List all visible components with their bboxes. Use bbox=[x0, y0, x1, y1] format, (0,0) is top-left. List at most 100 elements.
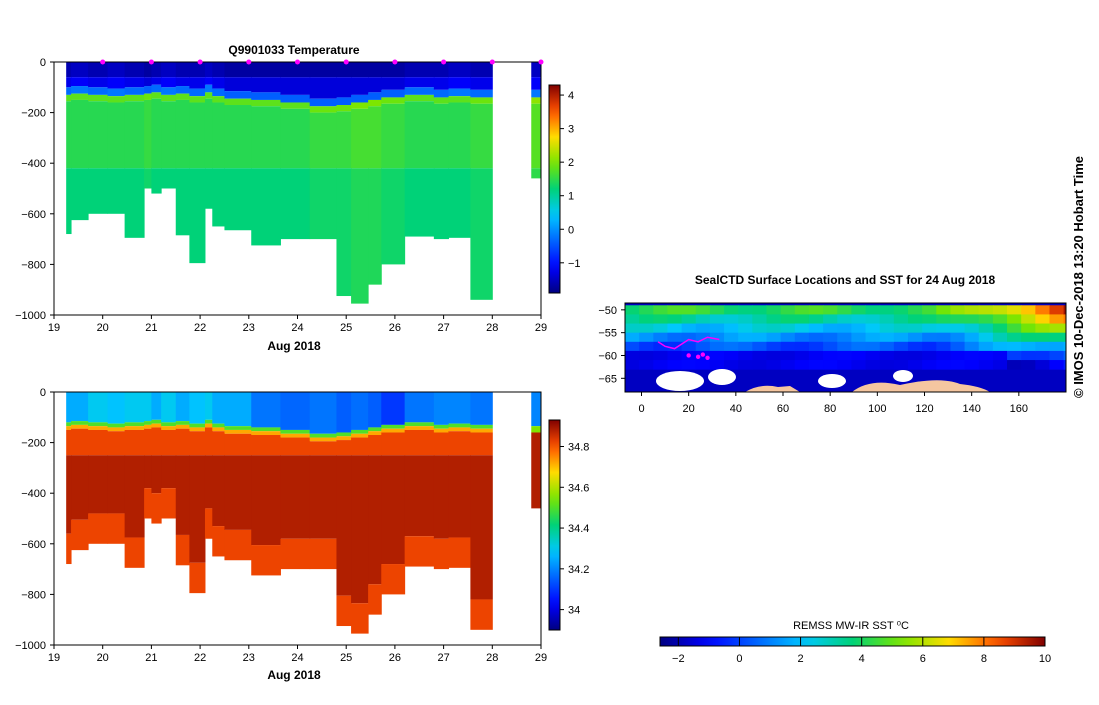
sst-band bbox=[681, 314, 697, 325]
salinity-y-tick-label: −400 bbox=[21, 488, 46, 500]
temperature-cell bbox=[280, 168, 311, 240]
temperature-cell bbox=[381, 97, 406, 104]
salinity-cell bbox=[404, 422, 435, 427]
sst-band bbox=[1049, 323, 1065, 334]
temperature-cell bbox=[433, 89, 449, 98]
salinity-cell bbox=[88, 422, 109, 427]
salinity-cell bbox=[251, 435, 281, 456]
salinity-cell bbox=[336, 440, 352, 456]
salinity-cell bbox=[124, 429, 145, 456]
temperature-y-axis: 0 −200 −400 −600 −800 −1000 bbox=[15, 57, 54, 322]
sst-band bbox=[625, 341, 640, 352]
salinity-cell bbox=[189, 392, 206, 424]
temperature-cell bbox=[124, 87, 145, 95]
temperature-x-tick-label: 26 bbox=[389, 322, 401, 334]
sst-map-frame bbox=[624, 302, 1067, 393]
salinity-cell bbox=[336, 392, 352, 433]
sst-band bbox=[724, 350, 739, 361]
salinity-cell bbox=[151, 423, 162, 428]
sst-band bbox=[1063, 332, 1066, 343]
sst-band bbox=[936, 305, 951, 315]
sst-band bbox=[808, 305, 824, 315]
sst-band bbox=[1049, 332, 1065, 343]
sst-map-field bbox=[625, 303, 1066, 392]
imos-credit: © IMOS 10-Dec-2018 13:20 Hobart Time bbox=[1071, 156, 1086, 398]
salinity-cell bbox=[189, 562, 206, 594]
sst-band bbox=[681, 305, 697, 315]
salinity-cell bbox=[448, 423, 471, 428]
sst-band bbox=[950, 305, 966, 315]
salinity-x-tick-label: 22 bbox=[194, 652, 206, 664]
sst-band bbox=[865, 341, 881, 352]
sst-band bbox=[780, 332, 796, 343]
salinity-cell bbox=[368, 427, 382, 432]
temperature-cell bbox=[71, 99, 89, 169]
sst-band bbox=[907, 323, 923, 334]
salinity-cell bbox=[368, 584, 382, 615]
salinity-colorbar-tick-label: 34 bbox=[568, 605, 580, 617]
temperature-cell bbox=[71, 62, 89, 78]
salinity-x-tick-label: 24 bbox=[291, 652, 303, 664]
salinity-cell bbox=[71, 519, 89, 551]
sst-band bbox=[837, 341, 852, 352]
temperature-cell bbox=[71, 93, 89, 100]
salinity-cell bbox=[189, 423, 206, 428]
temperature-cell bbox=[251, 99, 281, 107]
temperature-cell bbox=[404, 168, 435, 237]
salinity-cell bbox=[66, 533, 72, 565]
sst-band bbox=[766, 360, 782, 370]
salinity-cell bbox=[404, 426, 435, 430]
temperature-cell bbox=[107, 62, 126, 78]
temperature-cell bbox=[251, 106, 281, 169]
sst-band bbox=[950, 314, 966, 325]
sst-band bbox=[709, 332, 725, 343]
sst-band bbox=[1035, 314, 1050, 325]
salinity-cell bbox=[433, 424, 449, 429]
salinity-cell bbox=[151, 419, 162, 424]
sst-band bbox=[1063, 314, 1066, 325]
salinity-cell bbox=[144, 428, 152, 456]
salinity-cell bbox=[531, 392, 541, 427]
salinity-cell bbox=[144, 488, 152, 519]
sst-band bbox=[808, 341, 824, 352]
sst-band bbox=[978, 332, 994, 343]
sst-band bbox=[653, 305, 668, 315]
temperature-cell bbox=[381, 103, 406, 169]
salinity-cell bbox=[280, 392, 311, 430]
sst-band bbox=[639, 350, 654, 361]
salinity-y-axis: 0 −200 −400 −600 −800 −1000 bbox=[15, 387, 54, 652]
salinity-cell bbox=[66, 392, 72, 423]
sst-band bbox=[1021, 305, 1036, 315]
sst-band bbox=[893, 305, 909, 315]
sst-band bbox=[992, 323, 1008, 334]
temperature-cell bbox=[280, 94, 311, 103]
salinity-cell bbox=[124, 422, 145, 427]
sst-band bbox=[907, 305, 923, 315]
salinity-xlabel: Aug 2018 bbox=[267, 668, 321, 682]
profile-marker bbox=[489, 59, 495, 65]
temperature-cell bbox=[124, 101, 145, 169]
sst-band bbox=[766, 341, 782, 352]
temperature-cell bbox=[144, 62, 152, 78]
salinity-cell bbox=[368, 435, 382, 456]
sst-band bbox=[780, 314, 796, 325]
sst-band bbox=[907, 332, 923, 343]
sst-band bbox=[1035, 350, 1050, 361]
temperature-cell bbox=[88, 62, 109, 78]
sst-band bbox=[823, 360, 838, 370]
salinity-cell bbox=[381, 432, 406, 456]
salinity-cell bbox=[470, 392, 493, 425]
ice-patches bbox=[656, 369, 913, 391]
sst-band bbox=[780, 350, 796, 361]
temperature-cell bbox=[107, 96, 126, 103]
ice-patch bbox=[708, 369, 736, 385]
salinity-cell bbox=[433, 455, 449, 539]
salinity-cell bbox=[204, 455, 213, 509]
sst-band bbox=[950, 323, 966, 334]
sst-map-x-tick-label: 40 bbox=[730, 403, 742, 415]
sst-map-y-tick-label: −65 bbox=[598, 373, 617, 385]
salinity-x-tick-label: 19 bbox=[48, 652, 60, 664]
sst-band bbox=[893, 323, 909, 334]
sst-map-x-tick-label: 80 bbox=[824, 403, 836, 415]
seal-location-dot bbox=[686, 353, 691, 358]
